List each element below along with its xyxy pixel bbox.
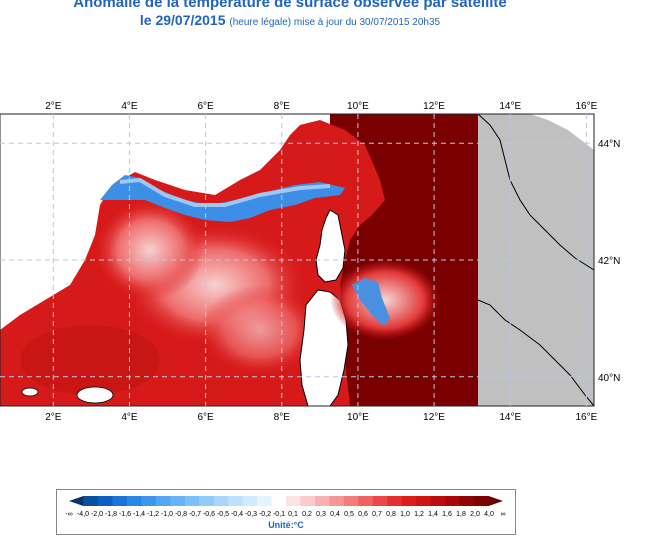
legend-tick: 1,6 [442, 511, 452, 518]
lon-label-top: 8°E [274, 101, 291, 112]
legend-tick: 1,8 [456, 511, 466, 518]
update-note: (heure légale) mise à jour du 30/07/2015… [229, 17, 441, 28]
legend-tick: -1,6 [119, 511, 131, 518]
legend-tick: -0,2 [259, 511, 271, 518]
lat-label: 40°N [598, 373, 620, 384]
legend-tick: 1,0 [400, 511, 410, 518]
lon-label-top: 16°E [575, 101, 597, 112]
balearic-island [76, 386, 114, 404]
legend-tick: -0,7 [189, 511, 201, 518]
legend-swatch [387, 496, 403, 506]
graticule [0, 114, 594, 406]
legend-swatch [474, 496, 490, 506]
adriatic-area [478, 114, 594, 150]
italy-coastline [477, 113, 595, 271]
legend-unit: Unité:°C [268, 520, 304, 530]
lon-label-bottom: 16°E [575, 412, 597, 423]
lon-label-top: 4°E [121, 101, 138, 112]
legend-tick: -1,8 [105, 511, 117, 518]
legend-swatch [416, 496, 432, 506]
legend-arrow-high [488, 496, 503, 506]
legend-tick: -1,0 [161, 511, 173, 518]
legend-tick: 0,3 [316, 511, 326, 518]
axis-labels: 2°E 2°E 4°E 4°E 6°E 6°E 8°E 8°E 10°E 10°E 12°E 12°E… [45, 101, 620, 423]
date-line: le 29/07/2015 (heure légale) mise à jour… [0, 12, 580, 28]
legend-swatch [126, 496, 142, 506]
legend-tick: 1,4 [428, 511, 438, 518]
legend-swatch [83, 496, 99, 506]
legend-swatch [184, 496, 200, 506]
lat-label: 42°N [598, 256, 620, 267]
legend-arrow-low [69, 496, 84, 506]
date-text: le 29/07/2015 [139, 12, 226, 28]
legend-tick: 1,2 [414, 511, 424, 518]
lon-label-bottom: 4°E [121, 412, 138, 423]
legend-swatch [141, 496, 157, 506]
legend-swatch [228, 496, 244, 506]
legend-tick: -0,3 [245, 511, 257, 518]
legend-tick: -0,1 [273, 511, 285, 518]
legend-tick: 2,0 [470, 511, 480, 518]
cool-patch-tyrrhenian [352, 278, 390, 326]
legend-tick: 0,7 [372, 511, 382, 518]
lon-label-top: 6°E [197, 101, 214, 112]
legend-swatch [430, 496, 446, 506]
legend-tick: 0,8 [386, 511, 396, 518]
lon-label-bottom: 14°E [499, 412, 521, 423]
legend-tick: -0,6 [203, 511, 215, 518]
legend-swatch [155, 496, 171, 506]
legend-tick: -4,0 [77, 511, 89, 518]
legend-swatch [314, 496, 330, 506]
legend-tick: -0,8 [175, 511, 187, 518]
lon-label-top: 14°E [499, 101, 521, 112]
legend-tick: 0,6 [358, 511, 368, 518]
legend-tick: -1,4 [133, 511, 145, 518]
legend-swatch [199, 496, 215, 506]
legend-swatch [271, 496, 287, 506]
legend-tick: 0,5 [344, 511, 354, 518]
legend-swatch [372, 496, 388, 506]
legend-tick: 0,2 [302, 511, 312, 518]
lat-label: 44°N [598, 139, 620, 150]
legend-tick: -2,0 [91, 511, 103, 518]
legend-swatch [343, 496, 359, 506]
legend-tick: 0,4 [330, 511, 340, 518]
lon-label-bottom: 8°E [274, 412, 291, 423]
legend: -∞ -4,0 -2,0 -1,8 -1,6 -1,4 -1,2 -1,0 -0,8 -0,7 -0… [56, 489, 516, 535]
lon-label-bottom: 2°E [45, 412, 62, 423]
legend-swatch [242, 496, 258, 506]
lon-label-bottom: 6°E [197, 412, 214, 423]
legend-tick: ∞ [501, 511, 506, 518]
legend-tick: -0,4 [231, 511, 243, 518]
legend-tick: -∞ [65, 511, 72, 518]
legend-swatch [358, 496, 374, 506]
lon-label-top: 2°E [45, 101, 62, 112]
map-frame [0, 113, 595, 407]
color-scale: -∞ -4,0 -2,0 -1,8 -1,6 -1,4 -1,2 -1,0 -0,8 -0,7 -0… [65, 496, 506, 518]
legend-swatch [445, 496, 461, 506]
corsica [315, 209, 346, 283]
legend-swatch [401, 496, 417, 506]
legend-swatch [329, 496, 345, 506]
legend-swatch [286, 496, 301, 506]
sst-anomaly-map: 2°E 2°E 4°E 4°E 6°E 6°E 8°E 8°E 10°E 10°E 12°E 12°E… [0, 101, 620, 423]
legend-swatch [459, 496, 475, 506]
legend-swatch [97, 496, 113, 506]
legend-tick: 0,1 [288, 511, 298, 518]
legend-swatch [213, 496, 229, 506]
lon-label-top: 12°E [423, 101, 445, 112]
lon-label-bottom: 10°E [347, 412, 369, 423]
legend-swatch [170, 496, 186, 506]
legend-swatch [257, 496, 273, 506]
legend-swatch [300, 496, 316, 506]
legend-tick: -1,2 [147, 511, 159, 518]
lon-label-top: 10°E [347, 101, 369, 112]
legend-tick: -0,5 [217, 511, 229, 518]
map-title: Anomalie de la température de surface ob… [73, 0, 507, 11]
legend-swatch [112, 496, 128, 506]
lon-label-bottom: 12°E [423, 412, 445, 423]
legend-tick: 4,0 [484, 511, 494, 518]
